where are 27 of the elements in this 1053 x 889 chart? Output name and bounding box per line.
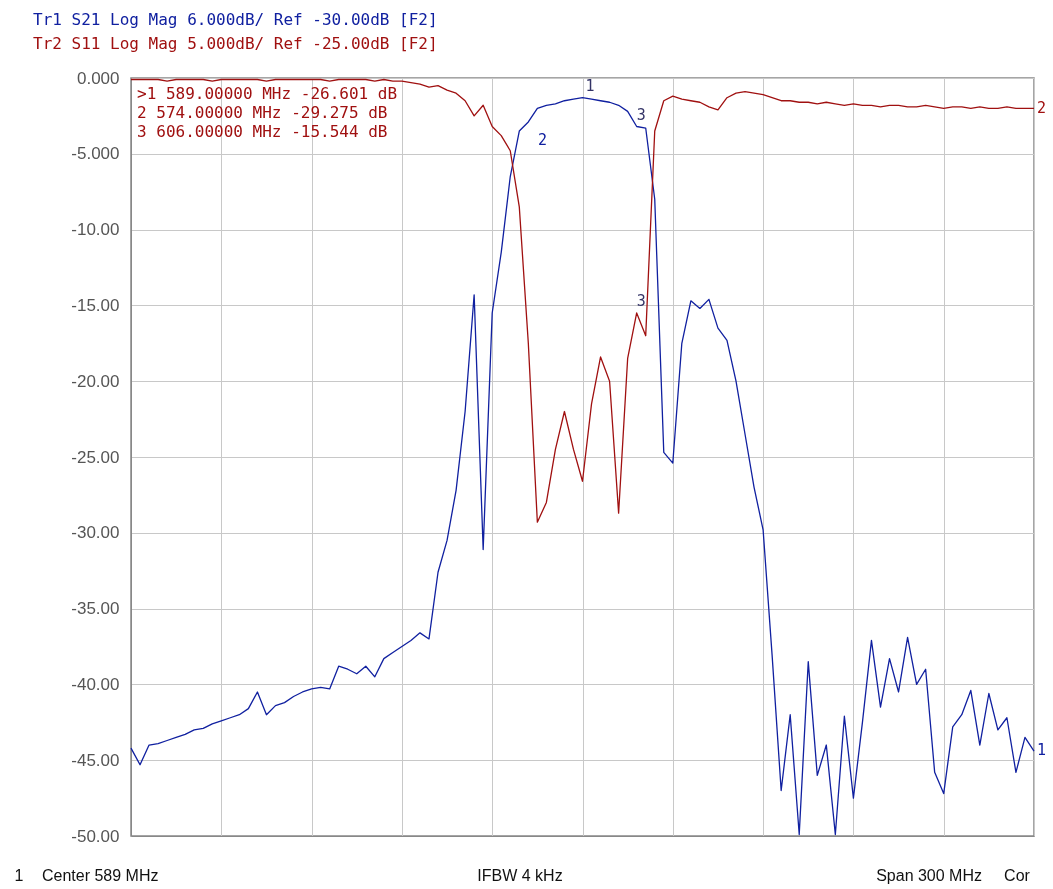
annotation: 2 574.00000 MHz -29.275 dB bbox=[137, 103, 388, 122]
y-tick-label: -45.00 bbox=[71, 750, 120, 770]
annotation: 1 bbox=[585, 76, 595, 95]
y-tick-label: -30.00 bbox=[71, 523, 120, 543]
y-tick-label: -40.00 bbox=[71, 674, 120, 694]
text: IFBW 4 kHz bbox=[477, 867, 563, 884]
text: Center 589 MHz bbox=[42, 867, 159, 884]
y-tick-label: -50.00 bbox=[71, 826, 120, 846]
text: 2 bbox=[1037, 99, 1047, 117]
text: Tr1 S21 Log Mag 6.000dB/ Ref -30.00dB [F2] bbox=[33, 10, 438, 29]
annotation: 3 606.00000 MHz -15.544 dB bbox=[137, 122, 388, 141]
y-tick-label: -35.00 bbox=[71, 599, 120, 619]
text: Tr2 S11 Log Mag 5.000dB/ Ref -25.00dB [F2] bbox=[33, 34, 438, 53]
annotation: 3 bbox=[636, 105, 646, 124]
text: Cor bbox=[1004, 867, 1031, 884]
annotation: 3 bbox=[636, 291, 646, 310]
y-tick-label: -15.00 bbox=[71, 295, 120, 315]
y-tick-label: 0.000 bbox=[76, 68, 120, 88]
text: 1 bbox=[1037, 741, 1047, 759]
annotation: >1 589.00000 MHz -26.601 dB bbox=[137, 84, 398, 103]
text: 1 bbox=[14, 867, 24, 884]
y-tick-label: -25.00 bbox=[71, 447, 120, 467]
annotation: 2 bbox=[538, 131, 548, 149]
y-tick-label: -5.000 bbox=[71, 144, 120, 164]
text: Span 300 MHz bbox=[876, 867, 982, 884]
y-tick-label: -20.00 bbox=[71, 371, 120, 391]
y-tick-label: -10.00 bbox=[71, 220, 120, 240]
